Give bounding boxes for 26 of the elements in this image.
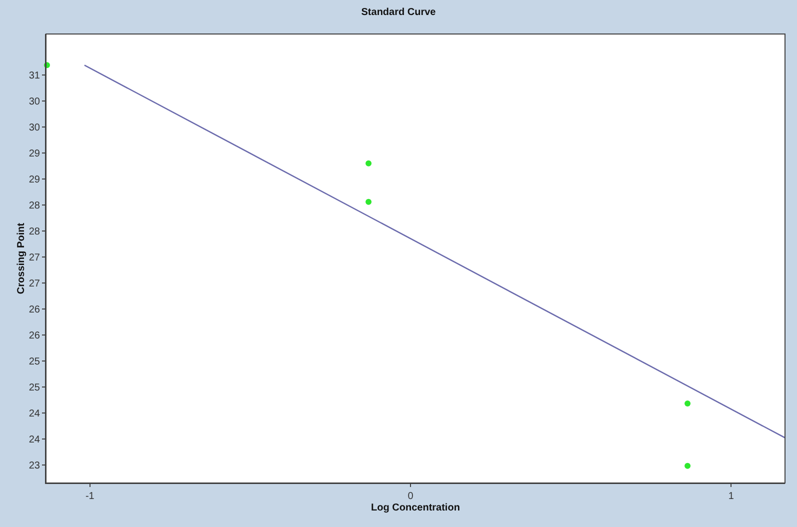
point [684, 400, 691, 406]
point [684, 462, 691, 469]
y-tick-label: 30 [28, 96, 40, 108]
x-tick-label: 1 [728, 491, 734, 502]
y-tick-label: 26 [28, 330, 40, 342]
y-tick-label: 26 [28, 304, 40, 316]
y-tick-label: 23 [28, 460, 40, 472]
point [366, 160, 372, 166]
x-axis-title: Log Concentration [371, 502, 460, 514]
y-axis-title: Crossing Point [16, 222, 27, 294]
x-tick-label: -1 [85, 491, 95, 502]
y-tick-label: 27 [28, 252, 40, 264]
y-tick-label: 28 [28, 200, 40, 212]
y-tick-label: 25 [28, 356, 40, 368]
y-tick-label: 29 [28, 148, 40, 160]
y-tick-label: 29 [28, 174, 40, 186]
y-tick-label: 24 [28, 434, 40, 446]
chart-title: Standard Curve [361, 6, 436, 18]
y-tick-label: 27 [28, 278, 40, 290]
point [366, 198, 372, 205]
y-tick-label: 28 [28, 226, 40, 238]
y-tick-label: 31 [28, 70, 40, 82]
x-tick-label: 0 [408, 491, 414, 502]
y-tick-label: 30 [28, 122, 40, 134]
y-tick-label: 25 [28, 382, 40, 394]
y-tick-label: 24 [28, 408, 40, 420]
